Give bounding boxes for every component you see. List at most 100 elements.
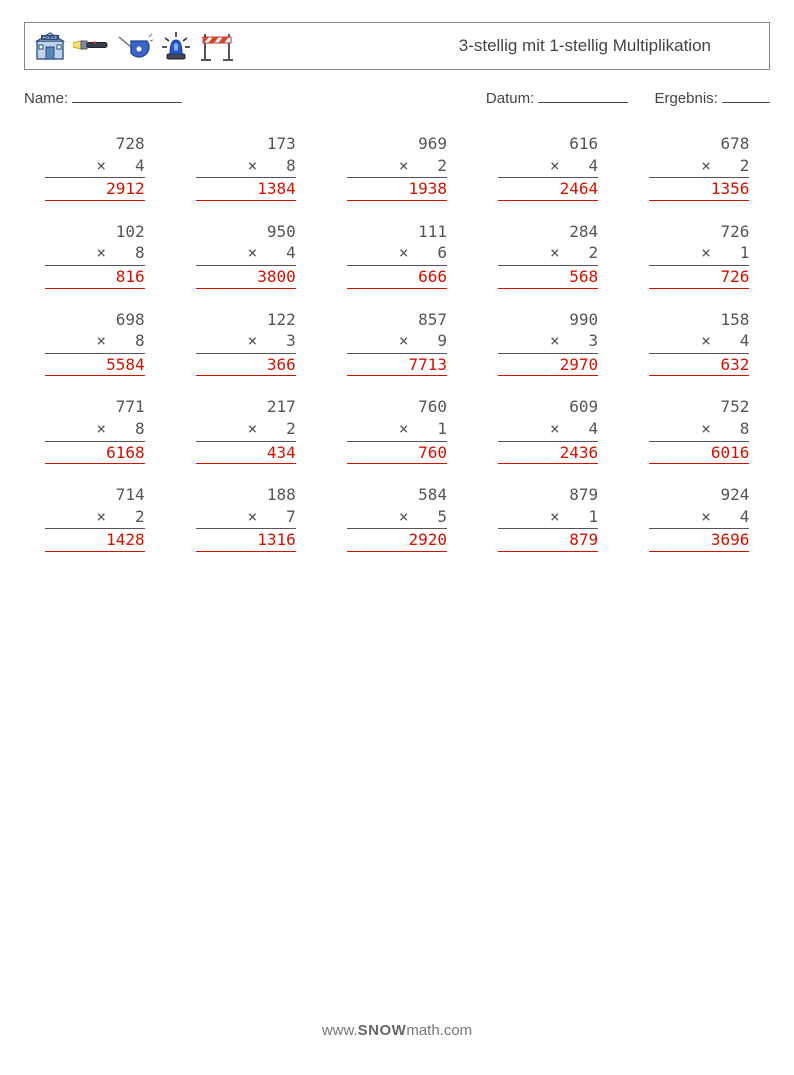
multiplicand: 102 (45, 221, 145, 243)
multiplicand: 584 (347, 484, 447, 506)
name-label: Name: (24, 90, 68, 107)
whistle-icon (117, 31, 153, 61)
multiplier-row: × 1 (498, 506, 598, 530)
problem: 284× 2568 (498, 221, 598, 289)
multiplier-row: × 4 (649, 330, 749, 354)
date-blank (538, 88, 628, 103)
problem: 102× 8816 (45, 221, 145, 289)
answer: 6016 (649, 442, 749, 465)
multiplicand: 950 (196, 221, 296, 243)
answer: 366 (196, 354, 296, 377)
problem: 678× 21356 (649, 133, 749, 201)
answer: 1428 (45, 529, 145, 552)
multiplicand: 714 (45, 484, 145, 506)
form-line: Name: Datum: Ergebnis: (24, 88, 770, 107)
answer: 666 (347, 266, 447, 289)
answer: 2920 (347, 529, 447, 552)
problem: 714× 21428 (45, 484, 145, 552)
answer: 434 (196, 442, 296, 465)
multiplier-row: × 3 (498, 330, 598, 354)
problem: 728× 42912 (45, 133, 145, 201)
multiplier-row: × 4 (498, 155, 598, 179)
answer: 726 (649, 266, 749, 289)
watermark-bold: SNOW (358, 1022, 407, 1039)
problem: 990× 32970 (498, 309, 598, 377)
answer: 760 (347, 442, 447, 465)
answer: 3696 (649, 529, 749, 552)
multiplier-row: × 8 (196, 155, 296, 179)
barrier-icon (199, 30, 235, 62)
worksheet-page: POLICE (0, 22, 794, 1075)
result-blank (722, 88, 770, 103)
date-label: Datum: (486, 90, 534, 107)
problem: 158× 4632 (649, 309, 749, 377)
svg-text:POLICE: POLICE (43, 35, 58, 40)
multiplier-row: × 7 (196, 506, 296, 530)
problem: 584× 52920 (347, 484, 447, 552)
multiplier-row: × 9 (347, 330, 447, 354)
answer: 568 (498, 266, 598, 289)
answer: 7713 (347, 354, 447, 377)
multiplier-row: × 8 (649, 418, 749, 442)
problem: 217× 2434 (196, 396, 296, 464)
multiplicand: 728 (45, 133, 145, 155)
problem: 616× 42464 (498, 133, 598, 201)
answer: 2464 (498, 178, 598, 201)
multiplicand: 924 (649, 484, 749, 506)
answer: 2970 (498, 354, 598, 377)
multiplicand: 990 (498, 309, 598, 331)
multiplicand: 122 (196, 309, 296, 331)
multiplier-row: × 2 (347, 155, 447, 179)
multiplicand: 771 (45, 396, 145, 418)
answer: 3800 (196, 266, 296, 289)
problem: 969× 21938 (347, 133, 447, 201)
multiplier-row: × 4 (498, 418, 598, 442)
multiplicand: 698 (45, 309, 145, 331)
problem: 173× 81384 (196, 133, 296, 201)
multiplier-row: × 2 (498, 242, 598, 266)
result-label: Ergebnis: (654, 90, 717, 107)
watermark-prefix: www. (322, 1022, 358, 1039)
problem: 924× 43696 (649, 484, 749, 552)
multiplicand: 188 (196, 484, 296, 506)
answer: 6168 (45, 442, 145, 465)
problem: 698× 85584 (45, 309, 145, 377)
multiplier-row: × 2 (196, 418, 296, 442)
problem: 111× 6666 (347, 221, 447, 289)
multiplier-row: × 6 (347, 242, 447, 266)
siren-icon (159, 30, 193, 62)
multiplier-row: × 5 (347, 506, 447, 530)
problem: 726× 1726 (649, 221, 749, 289)
multiplicand: 217 (196, 396, 296, 418)
worksheet-header: POLICE (24, 22, 770, 70)
multiplicand: 616 (498, 133, 598, 155)
multiplier-row: × 2 (45, 506, 145, 530)
problem: 950× 43800 (196, 221, 296, 289)
problem-grid: 728× 42912173× 81384969× 21938616× 42464… (36, 133, 758, 552)
answer: 632 (649, 354, 749, 377)
multiplicand: 879 (498, 484, 598, 506)
multiplicand: 284 (498, 221, 598, 243)
worksheet-title: 3-stellig mit 1-stellig Multiplikation (459, 36, 711, 56)
multiplicand: 726 (649, 221, 749, 243)
multiplicand: 678 (649, 133, 749, 155)
multiplier-row: × 3 (196, 330, 296, 354)
answer: 1384 (196, 178, 296, 201)
multiplier-row: × 8 (45, 330, 145, 354)
header-icon-row: POLICE (33, 29, 235, 63)
multiplicand: 609 (498, 396, 598, 418)
answer: 1938 (347, 178, 447, 201)
multiplier-row: × 1 (649, 242, 749, 266)
name-blank (72, 88, 182, 103)
problem: 609× 42436 (498, 396, 598, 464)
multiplier-row: × 1 (347, 418, 447, 442)
problem: 188× 71316 (196, 484, 296, 552)
answer: 879 (498, 529, 598, 552)
multiplicand: 752 (649, 396, 749, 418)
multiplier-row: × 8 (45, 418, 145, 442)
answer: 5584 (45, 354, 145, 377)
watermark-suffix: math.com (406, 1022, 472, 1039)
multiplicand: 173 (196, 133, 296, 155)
answer: 1316 (196, 529, 296, 552)
multiplicand: 857 (347, 309, 447, 331)
